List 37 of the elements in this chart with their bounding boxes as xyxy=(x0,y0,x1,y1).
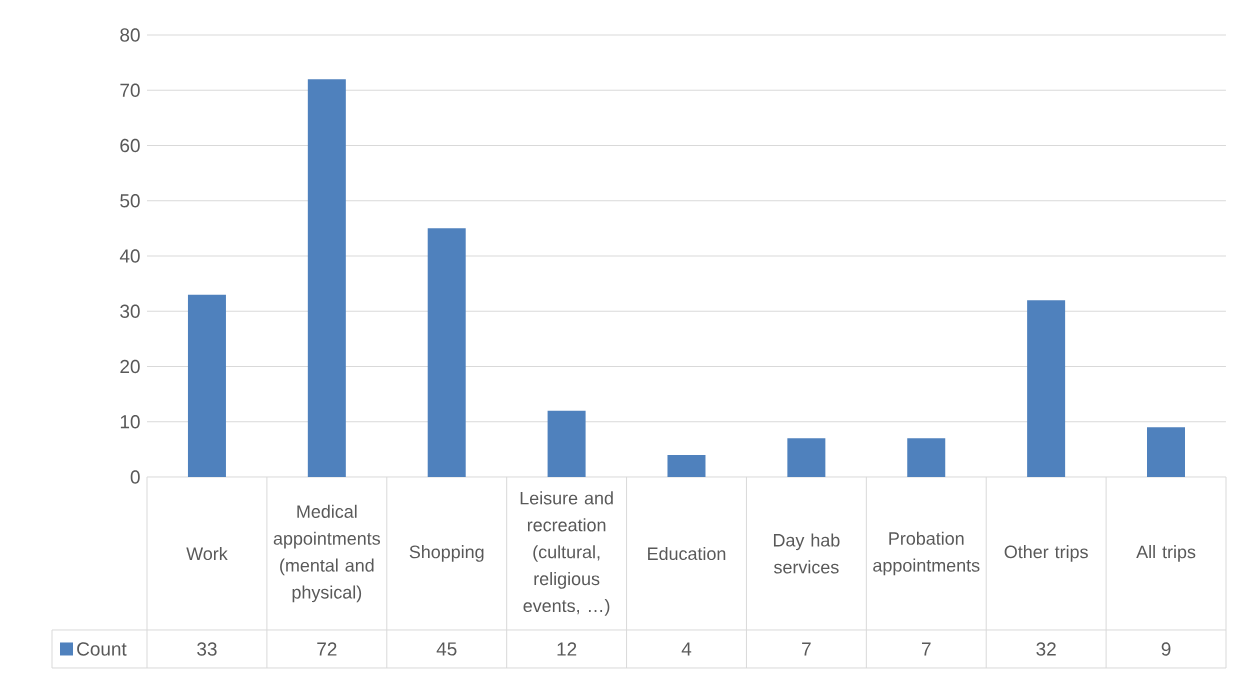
data-label: 45 xyxy=(436,642,457,656)
data-label: 32 xyxy=(1036,642,1056,656)
data-label: 4 xyxy=(681,642,692,656)
data-label: 7 xyxy=(921,642,931,656)
x-tick-label: Medical appointments (mental and physical) xyxy=(273,504,381,603)
y-tick-label: 70 xyxy=(120,83,140,97)
bar xyxy=(907,438,946,477)
x-tick-label: Work xyxy=(186,546,228,561)
y-tick-label: 0 xyxy=(130,470,140,484)
y-tick-label: 50 xyxy=(120,194,140,208)
data-label: 12 xyxy=(557,642,577,656)
x-tick-label: Leisure and recreation (cultural, religious events, …) xyxy=(520,491,613,616)
data-label: 72 xyxy=(317,642,337,656)
x-tick-label: All trips xyxy=(1136,545,1196,562)
bar xyxy=(547,410,586,477)
bar xyxy=(427,228,466,477)
x-tick-label: Probation appointments xyxy=(873,531,980,576)
bar xyxy=(1147,427,1185,477)
y-tick-label: 40 xyxy=(119,249,140,263)
x-tick-label: Day hab services xyxy=(773,533,840,574)
y-tick-label: 30 xyxy=(120,304,140,318)
x-tick-label: Other trips xyxy=(1004,545,1088,562)
bar xyxy=(787,438,826,477)
data-label: 9 xyxy=(1161,642,1171,656)
bar xyxy=(307,79,346,477)
y-tick-label: 80 xyxy=(120,28,140,42)
x-tick-label: Education xyxy=(648,546,726,561)
x-tick-label: Shopping xyxy=(409,545,484,562)
data-label: 33 xyxy=(197,642,217,656)
bar xyxy=(667,454,706,477)
bar xyxy=(1027,300,1066,477)
data-label: 7 xyxy=(802,642,811,656)
y-tick-label: 20 xyxy=(120,359,140,374)
legend-label: Count xyxy=(77,642,127,656)
bar xyxy=(187,294,226,477)
y-tick-label: 10 xyxy=(120,415,140,429)
y-tick-label: 60 xyxy=(120,138,140,153)
